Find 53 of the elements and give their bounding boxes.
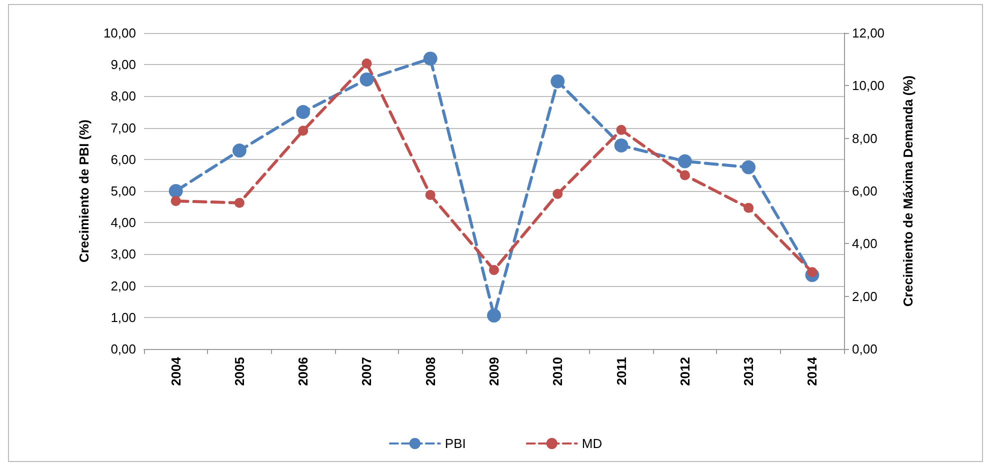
y-tick-label: 5,00 [110,184,136,198]
legend-label: PBI [444,436,466,451]
x-tick-label: 2004 [168,356,184,386]
point [425,190,436,200]
y-axis-title: Crecimiento de PBI (%) [76,119,92,263]
point [742,160,756,174]
y-tick-label: 9,00 [110,57,136,72]
y-tick-label: 1,00 [110,310,136,325]
point [296,105,310,119]
y2-tick-label: 6,00 [852,184,878,198]
point [298,126,308,136]
y2-tick-label: 0,00 [852,342,878,356]
y-tick-label: 4,00 [110,215,136,230]
y2-axis-title: Crecimiento de Máxima Demanda (%) [900,75,916,307]
x-tick-label: 2005 [232,357,247,386]
point [168,184,183,198]
x-tick-label: 2012 [677,357,692,386]
y-tick-label: 0,00 [110,342,136,356]
x-tick-label: 2008 [422,357,438,386]
y-tick-label: 6,00 [110,152,136,167]
point [489,265,499,275]
point [232,144,246,158]
y2-tick-label: 10,00 [852,78,885,94]
point [487,308,501,322]
x-tick-label: 2009 [486,357,502,386]
x-tick-label: 2014 [804,356,820,386]
y-tick-label: 3,00 [110,246,136,262]
legend-label: MD [582,436,602,451]
x-tick-label: 2011 [614,357,629,386]
point [360,72,374,86]
point [744,202,754,213]
x-tick-label: 2007 [359,357,374,386]
y-tick-label: 8,00 [110,88,136,104]
y2-tick-label: 12,00 [852,26,885,40]
y2-tick-label: 4,00 [852,236,878,252]
y-tick-label: 10,00 [103,26,136,40]
y2-tick-label: 2,00 [852,288,878,304]
point [234,198,244,208]
point [550,74,565,88]
point [362,58,372,69]
point [678,154,692,168]
point [614,138,628,152]
point [616,124,626,135]
point [170,196,181,206]
y-tick-label: 7,00 [110,120,136,136]
point [423,52,438,66]
y-tick-label: 2,00 [110,278,136,294]
point [552,188,563,199]
point [680,170,690,180]
y2-tick-label: 8,00 [852,130,878,146]
x-tick-label: 2006 [296,357,311,386]
x-tick-label: 2013 [741,357,756,386]
x-tick-label: 2010 [550,357,566,386]
